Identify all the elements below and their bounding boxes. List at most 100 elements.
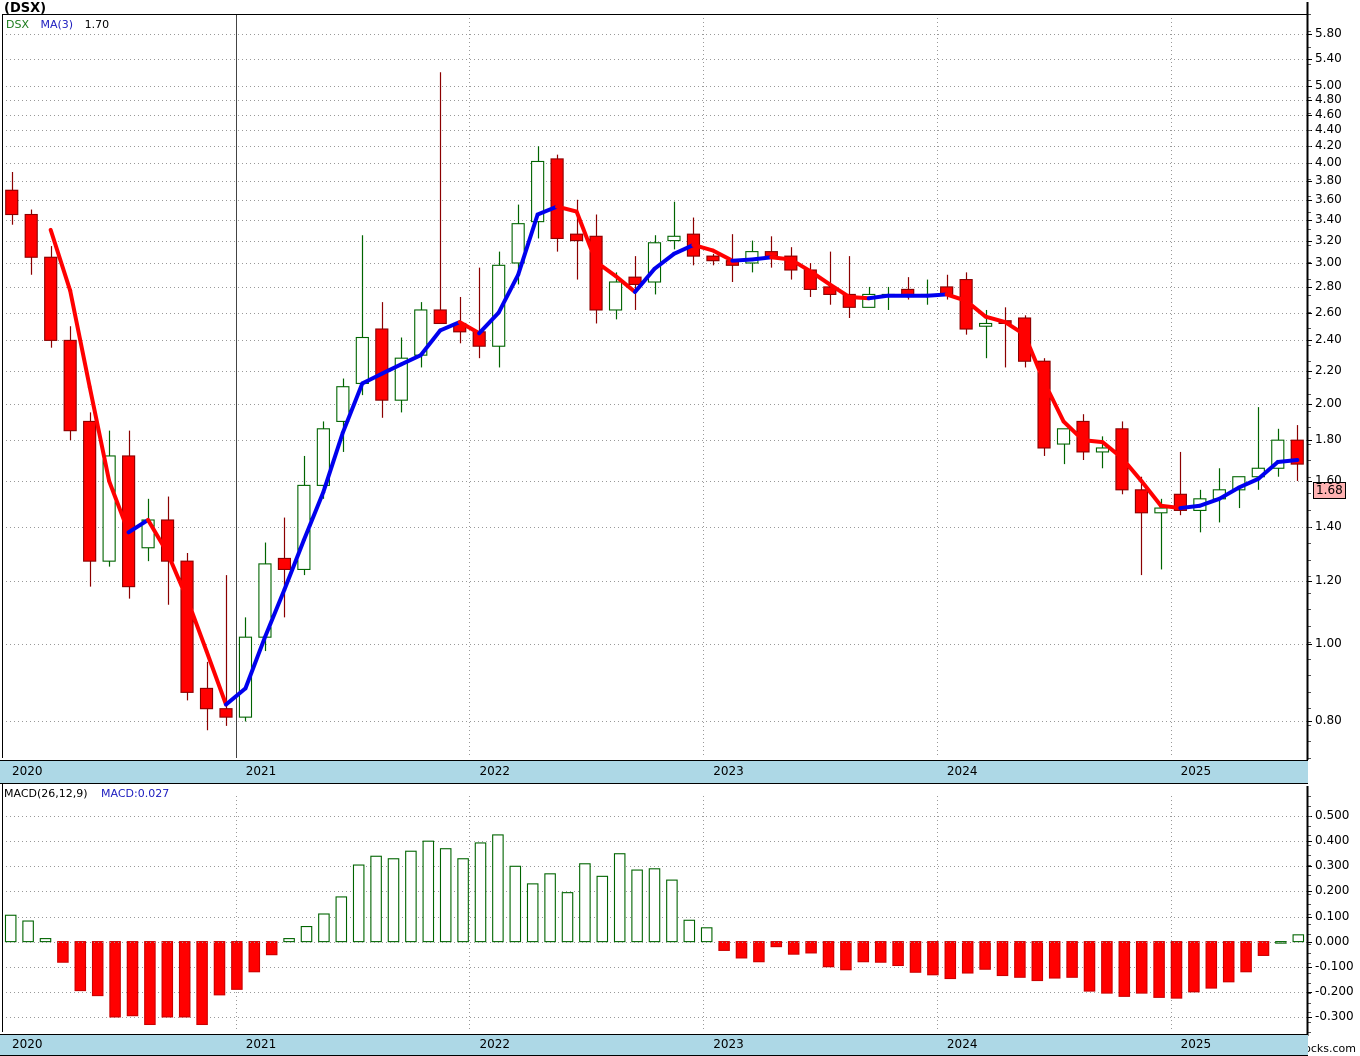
macd-bar[interactable] (405, 850, 417, 943)
macd-bar[interactable] (1118, 941, 1131, 997)
macd-bar[interactable] (1240, 941, 1252, 973)
candle-body[interactable] (44, 256, 58, 341)
macd-bar[interactable] (787, 941, 800, 955)
macd-bar[interactable] (1170, 941, 1183, 999)
macd-bar[interactable] (196, 941, 208, 1026)
macd-bar[interactable] (683, 919, 696, 943)
macd-bar[interactable] (4, 914, 17, 943)
candle-body[interactable] (570, 233, 584, 242)
macd-bar[interactable] (1031, 941, 1044, 982)
candle-body[interactable] (336, 386, 350, 422)
macd-bar[interactable] (39, 938, 52, 943)
macd-bar[interactable] (1048, 941, 1061, 979)
macd-bar[interactable] (231, 941, 243, 990)
macd-bar[interactable] (961, 941, 974, 974)
candle-body[interactable] (1290, 439, 1304, 465)
candle-body[interactable] (1056, 428, 1071, 445)
macd-bar[interactable] (1292, 934, 1305, 943)
macd-bar[interactable] (213, 941, 226, 996)
macd-bar[interactable] (805, 941, 817, 954)
macd-bar[interactable] (631, 869, 643, 943)
candle-body[interactable] (277, 557, 292, 570)
candle-body[interactable] (1154, 507, 1168, 514)
macd-bar[interactable] (109, 941, 121, 1018)
candle-body[interactable] (375, 328, 389, 401)
macd-bar[interactable] (735, 941, 748, 959)
macd-bar[interactable] (352, 864, 365, 943)
macd-bar[interactable] (335, 896, 348, 943)
candle-body[interactable] (608, 281, 623, 311)
macd-bar[interactable] (840, 941, 852, 971)
macd-bar[interactable] (770, 941, 783, 948)
macd-bar[interactable] (561, 892, 574, 943)
macd-bar[interactable] (144, 941, 156, 1026)
macd-bar[interactable] (1083, 941, 1096, 992)
macd-bar[interactable] (370, 855, 382, 943)
macd-bar[interactable] (1205, 941, 1218, 989)
macd-bar[interactable] (22, 920, 34, 943)
candle-body[interactable] (83, 420, 97, 562)
macd-bar[interactable] (265, 941, 278, 956)
candle-body[interactable] (628, 276, 642, 286)
macd-bar[interactable] (1222, 941, 1235, 983)
candle-body[interactable] (219, 708, 233, 718)
macd-bar[interactable] (57, 941, 69, 963)
candle-body[interactable] (706, 255, 720, 262)
macd-bar[interactable] (700, 927, 713, 943)
macd-bar[interactable] (892, 941, 904, 967)
macd-bar[interactable] (927, 941, 939, 976)
macd-bar[interactable] (753, 941, 765, 963)
macd-bar[interactable] (474, 842, 487, 943)
macd-bar[interactable] (300, 926, 313, 943)
macd-bar[interactable] (74, 941, 87, 992)
candle-body[interactable] (1095, 447, 1110, 453)
macd-bar[interactable] (1257, 941, 1270, 956)
macd-bar[interactable] (579, 863, 591, 943)
candle-body[interactable] (1037, 360, 1051, 449)
candle-body[interactable] (199, 687, 214, 710)
macd-bar[interactable] (126, 941, 139, 1017)
macd-bar[interactable] (283, 938, 295, 943)
candle-body[interactable] (550, 158, 564, 239)
candle-body[interactable] (180, 560, 194, 693)
candle-body[interactable] (316, 428, 330, 486)
candle-body[interactable] (102, 455, 116, 562)
macd-bar[interactable] (91, 941, 104, 997)
candle-body[interactable] (531, 160, 545, 223)
candle-body[interactable] (394, 357, 408, 401)
macd-bar[interactable] (248, 941, 261, 973)
macd-bar[interactable] (1188, 941, 1200, 993)
macd-bar[interactable] (457, 858, 469, 943)
candle-body[interactable] (492, 264, 506, 347)
candle-body[interactable] (667, 235, 681, 242)
macd-bar[interactable] (1275, 941, 1287, 944)
macd-bar[interactable] (822, 941, 835, 968)
macd-bar[interactable] (544, 873, 556, 943)
macd-bar[interactable] (718, 941, 730, 951)
macd-bar[interactable] (874, 941, 887, 963)
macd-bar[interactable] (422, 840, 435, 943)
macd-bar[interactable] (1014, 941, 1026, 978)
candle-body[interactable] (63, 339, 77, 432)
macd-bar[interactable] (648, 868, 661, 943)
macd-bar[interactable] (318, 913, 330, 943)
macd-bar[interactable] (526, 883, 539, 943)
macd-bar[interactable] (596, 875, 609, 943)
candle-body[interactable] (24, 213, 38, 258)
macd-bar[interactable] (979, 941, 991, 970)
macd-bar[interactable] (944, 941, 957, 980)
macd-bar[interactable] (909, 941, 922, 973)
macd-bar[interactable] (439, 848, 452, 943)
macd-bar[interactable] (1066, 941, 1078, 978)
candle-body[interactable] (511, 223, 525, 264)
candle-body[interactable] (979, 322, 993, 327)
macd-bar[interactable] (1101, 941, 1113, 994)
macd-bar[interactable] (509, 865, 522, 943)
candle-body[interactable] (433, 309, 447, 325)
macd-bar[interactable] (387, 858, 400, 943)
candle-body[interactable] (355, 336, 369, 384)
macd-bar[interactable] (666, 879, 678, 943)
macd-bar[interactable] (1153, 941, 1165, 998)
macd-bar[interactable] (996, 941, 1009, 977)
